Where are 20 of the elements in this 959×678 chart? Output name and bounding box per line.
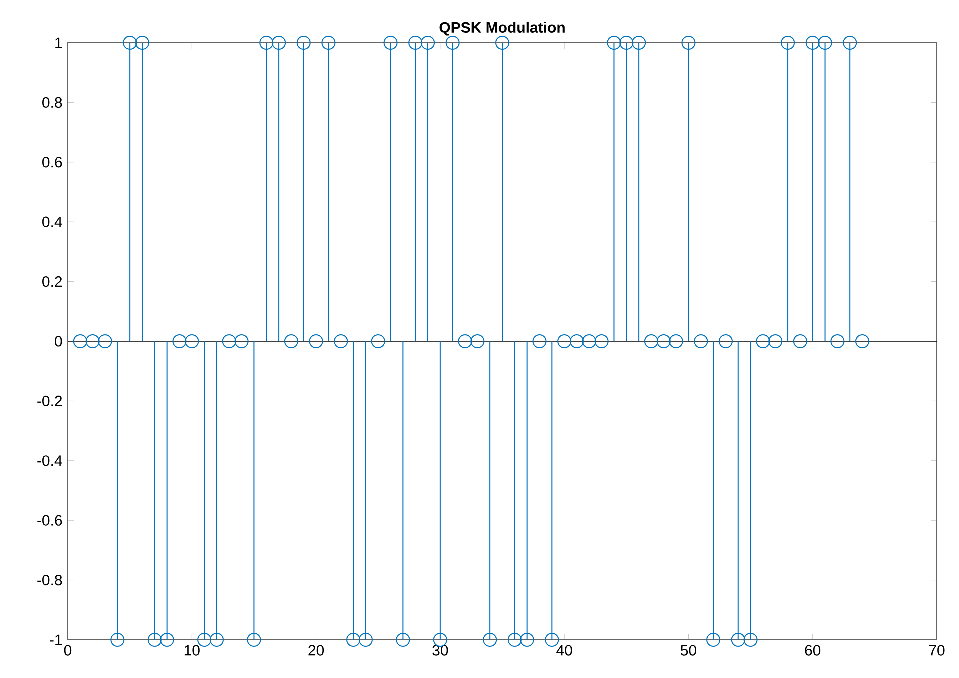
x-tick-label: 20	[308, 645, 324, 656]
y-tick-label: 1	[56, 38, 62, 48]
x-tick-label: 60	[805, 645, 821, 656]
y-tick-label: 0	[55, 336, 62, 347]
x-tick-label: 40	[556, 645, 572, 656]
x-tick-label: 10	[184, 645, 200, 656]
y-tick-label: -0.8	[38, 574, 62, 586]
x-tick-label: 70	[929, 645, 945, 656]
y-tick-label: -0.4	[38, 456, 62, 466]
chart-title: QPSK Modulation	[440, 22, 565, 36]
y-tick-label: 0.4	[42, 216, 62, 228]
x-tick-label: 30	[432, 645, 448, 656]
x-tick-label: 0	[64, 645, 72, 656]
x-tick-label: 50	[680, 645, 696, 656]
y-tick-label: 0.2	[42, 276, 62, 288]
y-tick-label: 0.6	[42, 157, 62, 168]
y-tick-label: 0.8	[42, 97, 62, 108]
y-tick-label: -0.2	[38, 396, 62, 407]
y-tick-label: -0.6	[38, 515, 62, 526]
y-tick-label: -1	[50, 634, 62, 646]
